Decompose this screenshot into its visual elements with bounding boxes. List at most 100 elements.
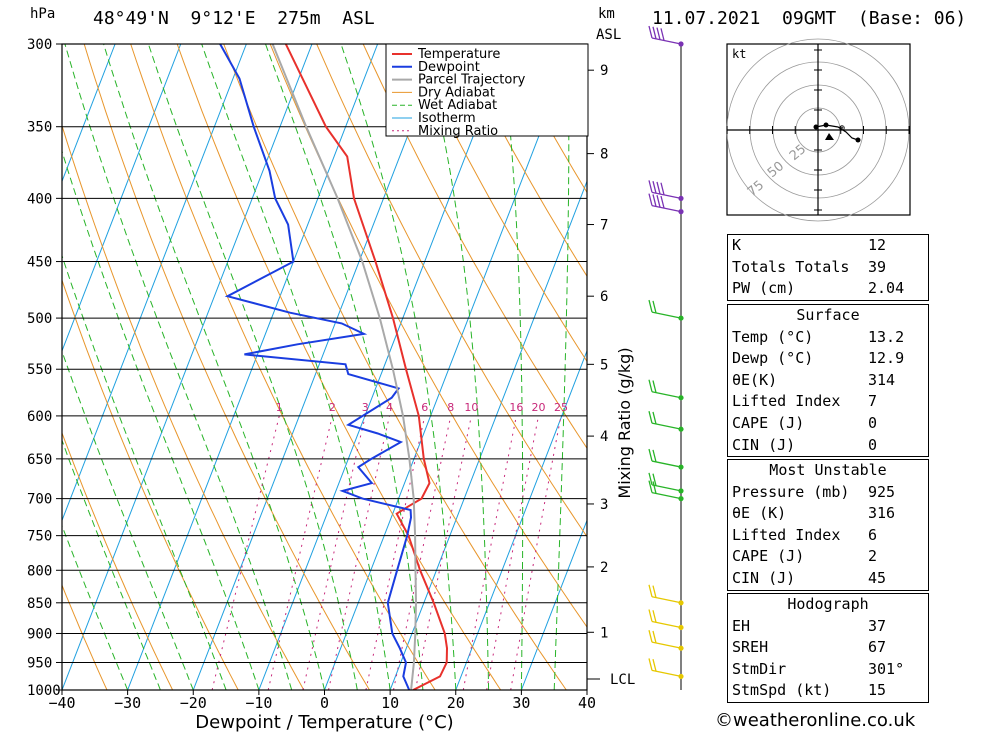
- mixing-ratio-label: 10: [464, 401, 478, 414]
- lcl-label: LCL: [610, 672, 635, 688]
- index-row: Dewp (°C) 12.9: [732, 349, 905, 368]
- mixing-ratio-label: 20: [531, 401, 545, 414]
- wet-adiabat-line: [64, 44, 293, 690]
- wind-barb-shaft: [651, 204, 682, 213]
- wind-barb-flag: [652, 26, 657, 39]
- temperature-tick-label: 40: [578, 694, 596, 712]
- wet-adiabat-line: [62, 524, 129, 690]
- wind-barb-flag: [648, 584, 653, 597]
- pressure-tick-label: 650: [27, 452, 52, 468]
- wind-barb-shaft: [651, 391, 682, 399]
- storm-motion-icon: [825, 133, 834, 140]
- wind-barb-flag: [656, 195, 661, 208]
- temperature-tick-label: 20: [447, 694, 465, 712]
- pressure-tick-label: 750: [27, 529, 52, 545]
- wind-barb-shaft: [651, 311, 682, 319]
- wind-barb-shaft: [651, 460, 682, 468]
- x-axis-title: Dewpoint / Temperature (°C): [195, 712, 453, 733]
- isotherm-line: [455, 349, 587, 690]
- mixing-ratio-label: 6: [421, 401, 428, 414]
- wind-level-dot: [678, 624, 684, 631]
- index-row: CIN (J) 45: [732, 568, 887, 587]
- wind-barb-shaft: [651, 491, 682, 500]
- isotherm-line: [62, 44, 247, 522]
- mixing-ratio-label: 1: [276, 401, 283, 414]
- index-row: Lifted Index 7: [732, 392, 878, 411]
- series-temperature: [284, 44, 449, 690]
- mixing-ratio-line: [486, 415, 539, 690]
- wind-barb-flag: [652, 300, 657, 314]
- wet-adiabat-line: [422, 44, 490, 690]
- index-row: StmSpd (kt) 15: [732, 681, 887, 700]
- series-dewpoint: [219, 44, 413, 690]
- wind-barb-flag: [648, 299, 653, 313]
- wet-adiabat-line: [265, 44, 424, 690]
- wind-barb-flag: [652, 380, 657, 393]
- section-title: Surface: [796, 306, 860, 324]
- wind-barb-flag: [648, 25, 653, 39]
- profile-lines: [219, 44, 449, 690]
- height-tick-label: 9: [600, 63, 608, 79]
- wind-barb-flag: [648, 658, 653, 671]
- index-row: Pressure (mb) 925: [732, 482, 896, 501]
- legend-label: Wet Adiabat: [418, 98, 497, 113]
- storm-marker-icon: ⊕: [839, 123, 845, 134]
- wind-barb-flag: [660, 182, 665, 195]
- hodograph: kt 25 50 75 ⊕: [726, 38, 911, 222]
- mixing-ratio-label: 4: [386, 401, 393, 414]
- height-tick-label: 7: [600, 218, 608, 234]
- dry-adiabat-line: [83, 44, 370, 690]
- mixing-ratio-axis-title: Mixing Ratio (g/kg): [615, 347, 634, 498]
- pressure-tick-label: 450: [27, 255, 52, 271]
- dry-adiabat-line: [362, 44, 587, 450]
- pressure-tick-label: 950: [27, 655, 52, 671]
- temperature-tick-label: 10: [381, 694, 399, 712]
- index-row: θE (K) 316: [732, 504, 896, 523]
- wind-barb-shaft: [651, 620, 682, 629]
- dry-adiabat-line: [176, 44, 502, 690]
- temperature-tick-label: 30: [512, 694, 530, 712]
- height-tick-label: 4: [600, 429, 608, 445]
- datetime-title: 11.07.2021 09GMT (Base: 06): [652, 8, 967, 29]
- dry-adiabat-line: [223, 44, 567, 690]
- wind-barb-flag: [652, 481, 657, 494]
- height-tick-label: 8: [600, 147, 608, 163]
- isotherm-line: [192, 44, 444, 690]
- wind-barb-flag: [648, 193, 653, 206]
- index-row: StmDir 301°: [732, 659, 905, 678]
- indices-surface: Surface Temp (°C) 13.2 Dewp (°C) 12.9 θE(K…: [727, 304, 929, 458]
- isotherm-line: [258, 44, 510, 690]
- isobars: [62, 43, 587, 691]
- height-tick-label: 1: [600, 625, 608, 641]
- dry-adiabat-line: [62, 431, 174, 690]
- mixing-ratio-label: 25: [554, 401, 568, 414]
- index-row: θE(K) 314: [732, 370, 896, 389]
- wind-barb-flag: [648, 472, 653, 486]
- indices-most-unstable: Most Unstable Pressure (mb) 925 θE (K) 316…: [727, 459, 929, 591]
- hpa-label: hPa: [30, 6, 56, 22]
- credit-link[interactable]: ©weatheronline.co.uk: [715, 710, 916, 731]
- isotherm-line: [520, 519, 587, 690]
- pressure-tick-label: 500: [27, 311, 52, 327]
- asl-label: ASL: [596, 27, 622, 43]
- legend-label: Dewpoint: [418, 60, 480, 75]
- dry-adiabat-line: [409, 44, 587, 363]
- wind-barb-flag: [656, 27, 661, 40]
- mixing-ratio-label: 2: [329, 401, 336, 414]
- wind-barb-flag: [652, 194, 657, 207]
- wind-barb-flag: [648, 609, 653, 622]
- wind-barb-flag: [648, 630, 653, 643]
- wind-barb-flag: [648, 180, 653, 193]
- wind-barb-flag: [656, 181, 661, 195]
- hodograph-kt-label: kt: [732, 47, 746, 61]
- wet-adiabat-line: [103, 44, 325, 690]
- isotherm-line: [62, 44, 313, 690]
- wind-barb-flag: [648, 448, 653, 462]
- isotherm-line: [62, 44, 182, 353]
- section-title: Hodograph: [787, 595, 869, 613]
- wind-barb-shaft: [651, 37, 682, 45]
- wind-barb-shaft: [651, 596, 682, 604]
- wind-barb-flag: [652, 630, 657, 644]
- pressure-tick-label: 400: [27, 191, 52, 207]
- mixing-ratio-label: 8: [447, 401, 454, 414]
